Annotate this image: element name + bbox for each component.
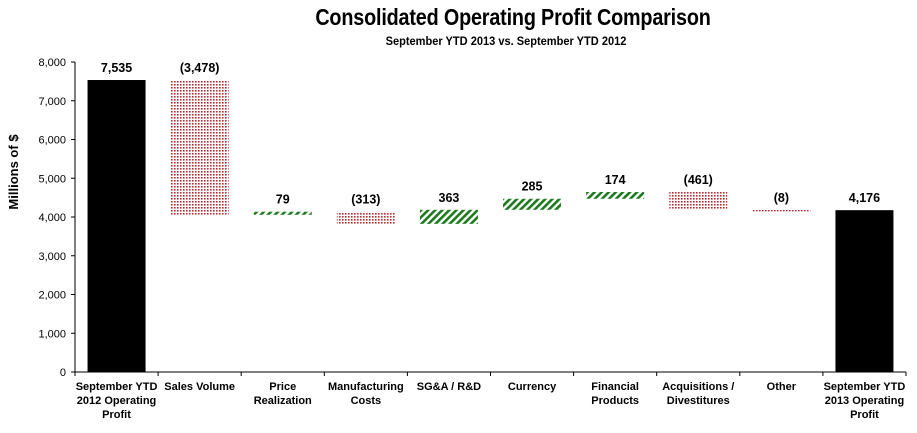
- bar-total: [835, 210, 894, 372]
- data-label: 363: [439, 191, 460, 205]
- y-tick-label: 2,000: [38, 290, 66, 302]
- data-label: (313): [351, 193, 380, 207]
- x-tick-label: Price Realization: [254, 381, 312, 407]
- chart-title: Consolidated Operating Profit Comparison: [315, 4, 711, 30]
- data-label: (3,478): [180, 61, 220, 75]
- x-tick-label: September YTD 2012 Operating Profit: [76, 381, 158, 421]
- y-tick-label: 6,000: [38, 135, 66, 147]
- data-label: 7,535: [101, 61, 132, 75]
- bar-increase: [586, 192, 645, 199]
- bar-increase: [253, 211, 312, 215]
- data-label: 4,176: [849, 191, 880, 205]
- y-tick-label: 8,000: [38, 57, 66, 69]
- y-tick-label: 7,000: [38, 96, 66, 108]
- x-tick-label: Acquisitions / Divestitures: [662, 381, 734, 407]
- data-label: 174: [605, 173, 626, 187]
- bars: [87, 80, 894, 373]
- chart-subtitle: September YTD 2013 vs. September YTD 201…: [385, 34, 627, 48]
- x-tick-label: Financial Products: [591, 381, 639, 407]
- bar-decrease: [752, 209, 811, 212]
- y-tick-label: 5,000: [38, 173, 66, 185]
- bar-decrease: [170, 80, 229, 215]
- x-tick-label: Currency: [508, 381, 557, 393]
- data-labels: 7,535 September YTD 2012 Operating Profit (3…: [76, 61, 906, 421]
- bar-increase: [419, 209, 478, 224]
- x-tick-label: September YTD 2013 Operating Profit: [824, 381, 906, 421]
- bar-increase: [503, 198, 562, 210]
- y-tick-label: 3,000: [38, 251, 66, 263]
- data-label: 285: [522, 180, 543, 194]
- x-tick-label: Manufacturing Costs: [328, 381, 404, 407]
- data-label: 79: [276, 193, 290, 207]
- bar-decrease: [336, 211, 395, 224]
- y-tick-label: 4,000: [38, 212, 66, 224]
- bar-decrease: [669, 192, 728, 210]
- data-label: (8): [774, 191, 789, 205]
- y-tick-label: 1,000: [38, 328, 66, 340]
- x-tick-label: Other: [767, 381, 797, 393]
- x-tick-label: SG&A / R&D: [417, 381, 481, 393]
- y-tick-label: 0: [60, 367, 66, 379]
- axes: 0 1,000 2,000 3,000 4,000 5,000 6,000 7,000 8,00…: [38, 57, 907, 379]
- data-label: (461): [684, 173, 713, 187]
- bar-total: [87, 80, 146, 373]
- x-tick-label: Sales Volume: [164, 381, 235, 393]
